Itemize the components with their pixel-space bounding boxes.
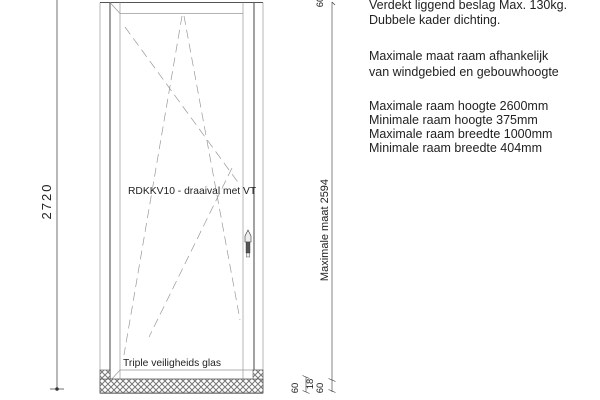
svg-text:Maximale maat 2594: Maximale maat 2594 [319,179,331,281]
svg-text:60: 60 [315,383,326,394]
svg-text:Maximale raam breedte 1000mm: Maximale raam breedte 1000mm [369,127,552,141]
svg-text:2720: 2720 [39,183,54,220]
svg-text:60: 60 [290,383,301,394]
svg-text:Minimale raam breedte 404mm: Minimale raam breedte 404mm [369,141,542,155]
svg-text:Triple veiligheids glas: Triple veiligheids glas [123,358,221,369]
svg-text:Maximale maat raam afhankelijk: Maximale maat raam afhankelijk [369,49,549,63]
svg-text:RDKKV10 - draaival met VT: RDKKV10 - draaival met VT [128,186,257,197]
svg-text:Maximale raam hoogte 2600mm: Maximale raam hoogte 2600mm [369,99,548,113]
svg-text:Minimale raam hoogte 375mm: Minimale raam hoogte 375mm [369,113,538,127]
svg-text:van windgebied en gebouwhoogte: van windgebied en gebouwhoogte [369,65,559,79]
svg-text:Dubbele kader dichting.: Dubbele kader dichting. [369,13,500,27]
svg-text:Verdekt liggend beslag Max. 13: Verdekt liggend beslag Max. 130kg. [369,0,567,12]
svg-text:60: 60 [315,0,326,7]
